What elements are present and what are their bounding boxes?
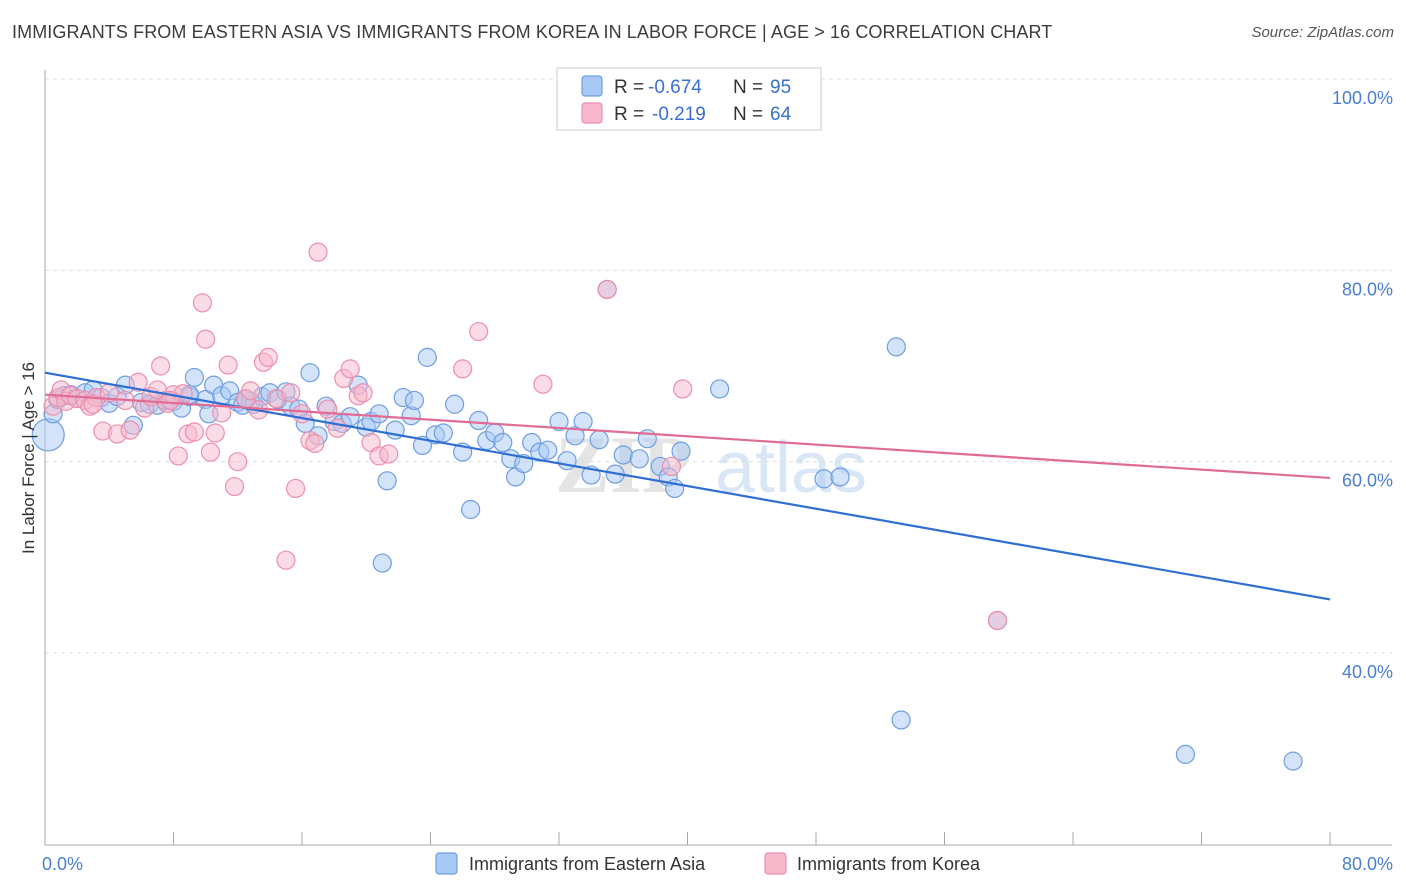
trend-lines	[44, 371, 1331, 601]
point-pink-49	[340, 359, 360, 379]
point-blue-47	[377, 471, 397, 491]
point-pink-41	[285, 478, 306, 499]
point-pink-55	[453, 359, 473, 379]
point-blue-46	[369, 404, 389, 424]
point-pink-14	[128, 372, 148, 392]
point-blue-72	[573, 411, 593, 432]
point-pink-32	[228, 452, 248, 472]
bottom-legend-label-pink: Immigrants from Korea	[797, 854, 981, 874]
trend-line-pink	[44, 393, 1331, 480]
point-pink-27	[200, 442, 221, 462]
y-tick-label-60: 60.0%	[1342, 471, 1393, 491]
point-blue-77	[613, 445, 633, 465]
point-blue-51	[404, 390, 425, 411]
point-blue-91	[1283, 751, 1303, 771]
legend-r-label-1: R =	[614, 77, 644, 98]
point-blue-78	[629, 449, 649, 469]
point-blue-86	[830, 467, 850, 487]
point-blue-88	[891, 710, 911, 730]
point-blue-65	[514, 453, 534, 474]
trend-line-blue	[44, 371, 1331, 601]
point-blue-71	[565, 426, 585, 446]
source-label: Source: ZipAtlas.com	[1251, 24, 1394, 41]
point-blue-58	[461, 499, 481, 520]
point-blue-55	[433, 423, 453, 443]
point-blue-90	[1175, 744, 1196, 765]
point-blue-84	[710, 379, 730, 399]
point-blue-92	[372, 553, 392, 573]
legend-r-value-2: -0.219	[652, 104, 706, 125]
legend-n-value-2: 64	[770, 104, 792, 125]
point-pink-54	[379, 444, 399, 464]
point-pink-31	[224, 476, 245, 497]
point-blue-74	[589, 430, 609, 450]
x-ticks	[44, 832, 1331, 845]
point-pink-34	[241, 381, 261, 401]
legend-n-label-2: N =	[733, 104, 763, 125]
point-blue-20	[184, 367, 204, 388]
point-pink-28	[205, 423, 225, 443]
point-pink-47	[327, 418, 347, 438]
legend-n-label-1: N =	[733, 77, 763, 98]
point-pink-51	[353, 383, 373, 403]
legend-swatch-blue	[581, 75, 603, 97]
bottom-legend-swatch-blue	[435, 852, 458, 875]
x-tick-label-80: 80.0%	[1342, 854, 1393, 874]
point-pink-40	[281, 383, 301, 403]
point-blue-59	[469, 410, 489, 431]
y-tick-label-100: 100.0%	[1332, 88, 1393, 108]
point-blue-69	[549, 411, 569, 432]
point-pink-57	[533, 374, 553, 394]
point-pink-46	[318, 399, 338, 419]
y-axis-title: In Labor Force | Age > 16	[19, 362, 38, 554]
point-blue-87	[886, 337, 906, 357]
point-pink-37	[258, 347, 278, 367]
y-tick-labels: 100.0% 80.0% 60.0% 40.0%	[1332, 88, 1393, 682]
point-pink-26	[196, 329, 216, 349]
point-pink-18	[151, 356, 171, 376]
y-tick-label-80: 80.0%	[1342, 279, 1393, 299]
gridlines	[45, 78, 1392, 654]
point-pink-21	[168, 446, 188, 466]
legend-swatch-pink	[581, 102, 603, 124]
point-pink-44	[305, 433, 325, 454]
point-pink-56	[469, 321, 489, 342]
bottom-legend-label-blue: Immigrants from Eastern Asia	[469, 854, 706, 874]
legend-r-label-2: R =	[614, 104, 644, 125]
point-pink-24	[184, 422, 204, 442]
point-blue-53	[417, 347, 437, 367]
stats-legend: R = -0.674 N = 95 R = -0.219 N = 64	[556, 67, 822, 131]
point-pink-39	[276, 550, 296, 570]
point-pink-60	[673, 379, 693, 399]
x-tick-labels: 0.0% 80.0%	[42, 854, 1393, 874]
axes	[44, 70, 1392, 846]
point-pink-63	[83, 394, 103, 414]
legend-n-value-1: 95	[770, 77, 791, 98]
x-tick-label-0: 0.0%	[42, 854, 83, 874]
point-blue-37	[300, 363, 320, 383]
point-pink-58	[597, 279, 617, 300]
point-pink-13	[120, 420, 140, 440]
point-pink-25	[192, 293, 213, 313]
point-blue-68	[538, 440, 558, 460]
series-korea-points	[43, 242, 1008, 631]
y-tick-label-40: 40.0%	[1342, 662, 1393, 682]
point-pink-45	[308, 242, 328, 262]
point-pink-59	[661, 456, 682, 477]
point-blue-83	[671, 441, 691, 461]
point-blue-56	[444, 394, 465, 414]
chart-title: IMMIGRANTS FROM EASTERN ASIA VS IMMIGRAN…	[12, 22, 1053, 42]
point-pink-30	[218, 355, 238, 375]
legend-r-value-1: -0.674	[648, 77, 702, 98]
point-pink-61	[987, 610, 1008, 631]
series-legend: Immigrants from Eastern Asia Immigrants …	[435, 852, 981, 875]
bottom-legend-swatch-pink	[764, 852, 787, 875]
point-blue-62	[493, 432, 513, 453]
point-blue-85	[814, 469, 834, 489]
series-eastern-asia-points	[31, 279, 1303, 771]
